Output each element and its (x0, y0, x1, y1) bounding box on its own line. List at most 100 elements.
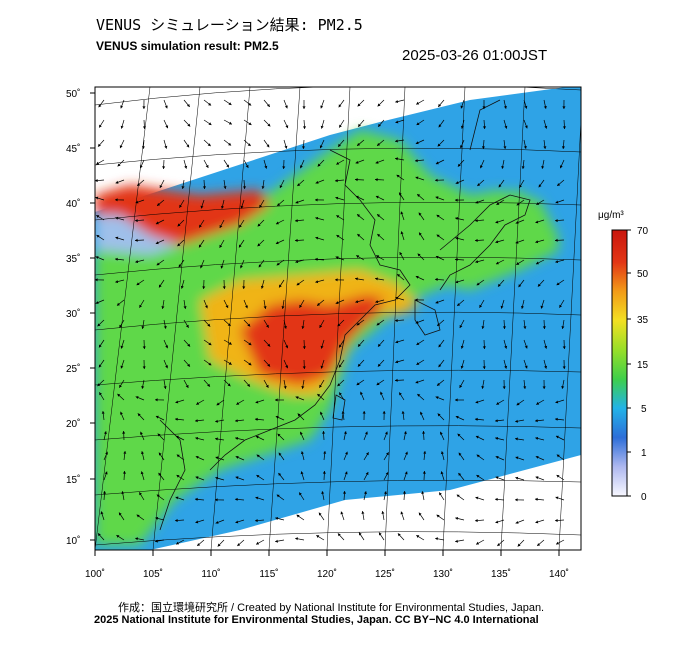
wind-arrow-head (556, 454, 560, 458)
colorbar-tick-label: 50 (637, 269, 649, 280)
wind-arrow-head (556, 541, 560, 545)
wind-arrow-head (523, 326, 527, 329)
wind-arrow-head (395, 319, 398, 323)
wind-arrow-head (399, 392, 402, 396)
wind-arrow-head (187, 123, 191, 127)
wind-arrow-head (338, 104, 342, 108)
wind-arrow-head (475, 238, 478, 242)
wind-arrow-head (281, 306, 285, 309)
wind-arrow-head (275, 539, 278, 543)
wind-arrow-head (515, 498, 518, 502)
wind-arrow-head (436, 514, 440, 518)
wind-arrow-head (319, 384, 322, 388)
wind-arrow-head (518, 284, 522, 288)
wind-arrow-head (416, 362, 420, 365)
wind-arrow-head (475, 260, 479, 264)
wind-arrow-head (516, 402, 520, 406)
wind-arrow-head (177, 243, 181, 247)
wind-arrow-head (320, 411, 323, 415)
wind-arrow-head (137, 413, 141, 417)
wind-arrow-head (435, 277, 438, 281)
wind-arrow-head (357, 234, 361, 237)
wind-arrow-head (415, 159, 418, 163)
wind-arrow-head (435, 300, 439, 304)
wind-arrow-head (155, 398, 158, 402)
wind-arrow-head (496, 202, 500, 205)
wind-arrow-head (98, 104, 102, 108)
wind-arrow-head (283, 386, 287, 389)
wind-arrow-head (355, 160, 359, 164)
wind-arrow-head (540, 305, 544, 309)
colorbar: 70 50 35 15 5 1 0 (611, 226, 649, 503)
wind-arrow-head (97, 383, 101, 387)
wind-arrow-head (164, 105, 168, 109)
wind-arrow-head (240, 205, 244, 209)
wind-arrow-head (117, 302, 120, 306)
wind-arrow-head (521, 305, 524, 309)
wind-arrow-head (276, 262, 280, 266)
wind-arrow-head (335, 278, 338, 282)
wind-arrow-head (205, 164, 209, 168)
wind-arrow-head (256, 541, 260, 545)
wind-arrow-head (165, 125, 169, 129)
wind-arrow-head (460, 125, 464, 129)
wind-arrow-head (215, 521, 219, 524)
wind-arrow-head (399, 252, 403, 256)
wind-arrow-head (185, 384, 189, 388)
wind-arrow-head (375, 178, 378, 182)
wind-arrow-head (460, 365, 464, 369)
wind-arrow-head (235, 497, 238, 501)
wind-arrow-head (475, 400, 479, 404)
wind-arrow-head (183, 306, 187, 309)
wind-arrow-head (135, 238, 138, 242)
wind-arrow-head (285, 365, 288, 369)
wind-arrow-head (315, 198, 318, 202)
wind-arrow-head (537, 543, 541, 546)
wind-arrow-head (535, 456, 539, 459)
wind-arrow-head (555, 518, 558, 522)
wind-arrow-head (165, 365, 168, 369)
wind-arrow-head (515, 221, 519, 224)
lon-label: 110˚ (201, 568, 220, 580)
wind-arrow-head (236, 402, 240, 405)
wind-arrow-head (98, 533, 101, 537)
lat-label: 40˚ (66, 198, 80, 210)
wind-arrow-head (364, 431, 368, 435)
wind-arrow-head (176, 541, 180, 545)
wind-arrow-head (440, 451, 444, 455)
wind-arrow-head (157, 433, 161, 437)
wind-arrow-head (227, 323, 231, 326)
wind-arrow-head (220, 265, 224, 269)
wind-arrow-head (103, 431, 107, 435)
wind-arrow-head (395, 139, 398, 143)
concentration-field (95, 130, 560, 545)
wind-arrow-head (323, 451, 327, 454)
wind-arrow-head (338, 143, 341, 147)
colorbar-tick-label: 15 (637, 360, 649, 371)
wind-arrow-head (376, 322, 380, 326)
wind-arrow-head (437, 382, 440, 386)
wind-arrow-head (195, 520, 199, 524)
wind-arrow-head (299, 492, 302, 496)
wind-arrow-head (457, 163, 461, 167)
wind-arrow-head (256, 475, 260, 478)
wind-arrow-head (115, 180, 119, 184)
wind-arrow-head (395, 120, 399, 124)
wind-arrow-head (276, 494, 280, 498)
wind-arrow-head (235, 437, 239, 440)
wind-arrow-head (255, 496, 259, 500)
wind-arrow-head (399, 192, 402, 196)
wind-arrow-head (357, 103, 361, 107)
wind-arrow-head (375, 300, 379, 304)
wind-arrow-head (403, 431, 407, 435)
wind-arrow-head (318, 512, 322, 516)
lon-label: 130˚ (433, 568, 453, 580)
wind-arrow-head (376, 255, 380, 259)
wind-arrow-head (523, 146, 527, 149)
wind-arrow-head (181, 186, 185, 189)
wind-arrow-head (277, 203, 281, 206)
wind-arrow-head (382, 411, 386, 414)
wind-arrow-head (544, 345, 548, 349)
wind-arrow-head (476, 475, 480, 478)
wind-arrow-head (337, 533, 341, 537)
